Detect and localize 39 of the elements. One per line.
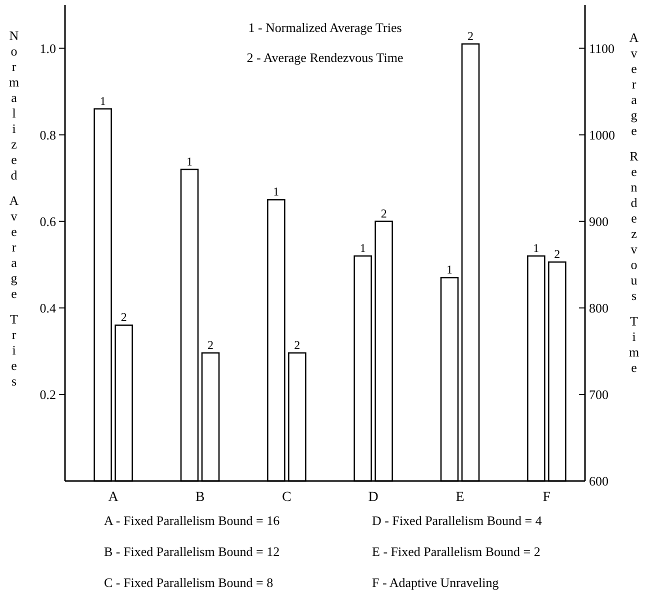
x-tick-label: B <box>195 490 205 505</box>
y2-tick-label: 1100 <box>589 40 615 56</box>
y-tick-label: 0.2 <box>40 387 56 402</box>
y2-tick-label: 800 <box>589 300 608 316</box>
text: D - Fixed Parallelism Bound = 4 <box>372 513 542 528</box>
x-tick-label: A <box>108 490 120 505</box>
text: 2 <box>380 206 387 220</box>
text: 1 <box>273 184 280 199</box>
series-label: 2 <box>120 310 127 324</box>
text: A - Fixed Parallelism Bound = 16 <box>104 513 280 528</box>
text: C - Fixed Parallelism Bound = 8 <box>104 575 274 590</box>
annotation: 1 - Normalized Average Tries <box>248 20 402 35</box>
y-tick-label: 0.4 <box>40 300 56 316</box>
text: Normalized Average Tries <box>8 28 20 388</box>
y-tick-label: 1.0 <box>40 40 56 56</box>
text: 1 <box>360 240 366 255</box>
text: 2 <box>208 338 214 352</box>
text: 2 <box>294 338 300 352</box>
y2-tick-label: 700 <box>589 387 608 402</box>
y2-tick-label: 900 <box>589 214 608 229</box>
text: 1 <box>533 240 540 255</box>
text: 1 <box>446 262 452 277</box>
text: B - Fixed Parallelism Bound = 12 <box>104 544 280 559</box>
text: E - Fixed Parallelism Bound = 2 <box>372 544 540 559</box>
y2-tick-label: 1000 <box>589 127 615 142</box>
text: 2 <box>468 28 474 43</box>
y2-tick-label: 600 <box>589 474 608 489</box>
annotation: 2 - Average Rendezvous Time <box>246 50 404 65</box>
x-tick-label: F <box>542 490 551 505</box>
text: 2 <box>554 247 560 262</box>
text: Average Rendezvous Time <box>628 30 640 375</box>
x-tick-label: D <box>368 490 378 505</box>
y-tick-label: 0.6 <box>40 214 56 229</box>
x-tick-label: E <box>456 490 464 505</box>
x-tick-label: C <box>282 490 292 505</box>
series-label: 1 <box>100 94 106 108</box>
text: F - Adaptive Unraveling <box>372 575 500 590</box>
text: 1 <box>186 154 192 168</box>
y-tick-label: 0.8 <box>40 127 56 142</box>
